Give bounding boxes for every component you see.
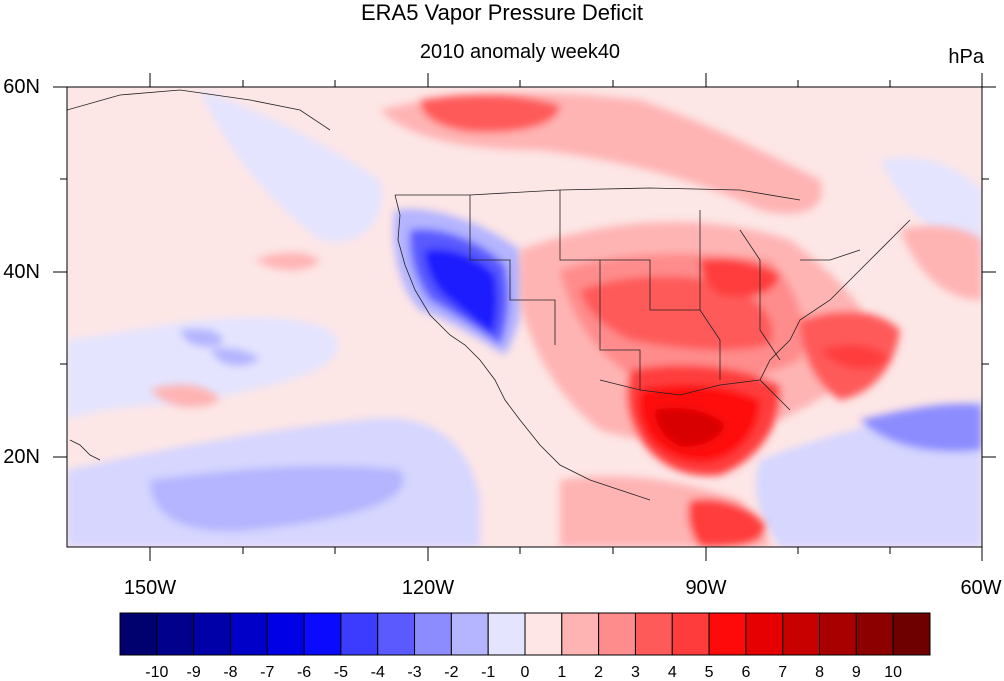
colorbar-label: -4: [371, 664, 385, 681]
colorbar-label: 5: [705, 664, 714, 681]
colorbar-label: 2: [594, 664, 603, 681]
colorbar-label: 0: [521, 664, 530, 681]
colorbar-label: -10: [145, 664, 168, 681]
anomaly-field: [67, 87, 982, 547]
positive-anomaly-shading: [150, 92, 982, 547]
lat-label-40n: 40N: [3, 261, 40, 283]
colorbar: -10 -9 -8 -7 -6 -5 -4 -3 -2 -1 0 1 2 3 4 5 6 7 8 9 10: [119, 612, 931, 681]
colorbar-label: 10: [884, 664, 902, 681]
colorbar-label: 9: [852, 664, 861, 681]
colorbar-box: [303, 612, 342, 656]
colorbar-box: [671, 612, 710, 656]
lat-label-60n: 60N: [3, 76, 40, 98]
colorbar-box: [819, 612, 857, 656]
colorbar-box: [524, 612, 563, 656]
colorbar-box: [377, 612, 416, 656]
lat-label-20n: 20N: [3, 446, 40, 468]
western-us-negative: [393, 209, 525, 355]
colorbar-label: -8: [223, 664, 237, 681]
colorbar-box: [561, 612, 600, 656]
colorbar-box: [634, 612, 673, 656]
negative-anomaly-shading: [67, 90, 982, 547]
colorbar-box: [892, 612, 931, 656]
colorbar-label: -6: [297, 664, 311, 681]
colorbar-label: 6: [741, 664, 750, 681]
colorbar-box: [156, 612, 195, 656]
colorbar-label: -7: [260, 664, 274, 681]
units-label: hPa: [948, 46, 984, 68]
colorbar-label: 3: [631, 664, 640, 681]
colorbar-box: [855, 612, 894, 656]
colorbar-label: 4: [668, 664, 677, 681]
map-frame: [66, 86, 983, 548]
colorbar-label: -1: [481, 664, 495, 681]
colorbar-box: [414, 612, 452, 656]
colorbar-label: 8: [815, 664, 824, 681]
map-subtitle: 2010 anomaly week40: [419, 41, 621, 63]
colorbar-box: [119, 612, 158, 656]
map-title: ERA5 Vapor Pressure Deficit: [360, 0, 644, 25]
colorbar-label: 1: [557, 664, 566, 681]
colorbar-box: [193, 612, 231, 656]
lon-label-150w: 150W: [123, 577, 177, 599]
colorbar-box: [340, 612, 379, 656]
colorbar-label: -2: [444, 664, 458, 681]
lon-label-120w: 120W: [401, 577, 455, 599]
colorbar-box: [487, 612, 526, 656]
colorbar-box: [229, 612, 268, 656]
coastline-lines: [67, 89, 911, 501]
colorbar-label: -5: [334, 664, 348, 681]
colorbar-box: [745, 612, 784, 656]
lon-label-60w: 60W: [960, 577, 1002, 599]
colorbar-box: [450, 612, 489, 656]
colorbar-box: [782, 612, 821, 656]
colorbar-box: [266, 612, 305, 656]
axis-ticks: [53, 73, 996, 561]
colorbar-label: -3: [407, 664, 421, 681]
lon-label-90w: 90W: [685, 577, 727, 599]
colorbar-box: [708, 612, 747, 656]
field-background: [67, 87, 982, 547]
colorbar-box: [598, 612, 636, 656]
colorbar-label: -9: [187, 664, 201, 681]
colorbar-label: 7: [778, 664, 787, 681]
